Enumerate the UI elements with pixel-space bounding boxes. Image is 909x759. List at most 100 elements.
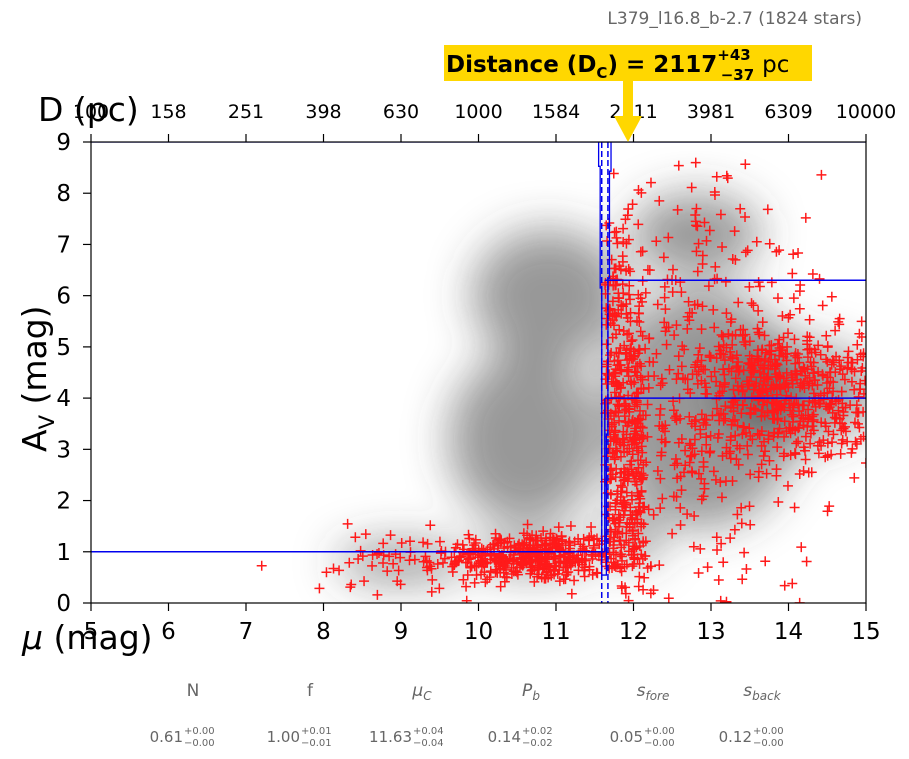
star-marker — [709, 322, 720, 333]
star-marker — [709, 189, 720, 200]
star-marker — [495, 581, 506, 592]
star-marker — [395, 552, 406, 563]
star-marker — [554, 576, 565, 587]
star-marker — [490, 528, 501, 539]
star-marker — [664, 364, 675, 375]
star-marker — [698, 461, 709, 472]
star-marker — [721, 308, 732, 319]
star-marker — [686, 466, 697, 477]
star-marker — [744, 423, 755, 434]
star-marker — [633, 219, 644, 230]
star-marker — [615, 439, 626, 450]
star-marker — [608, 168, 619, 179]
star-marker — [826, 291, 837, 302]
star-marker — [610, 559, 621, 570]
star-marker — [744, 336, 755, 347]
star-marker — [640, 343, 651, 354]
star-marker — [774, 423, 785, 434]
param-name: sfore — [637, 681, 670, 703]
star-marker — [438, 557, 449, 568]
star-marker — [756, 440, 767, 451]
star-marker — [772, 371, 783, 382]
star-marker — [624, 404, 635, 415]
star-marker — [727, 353, 738, 364]
star-marker — [852, 339, 863, 350]
star-marker — [722, 173, 733, 184]
star-marker — [660, 304, 671, 315]
star-marker — [826, 449, 837, 460]
star-marker — [783, 312, 794, 323]
star-marker — [612, 528, 623, 539]
param-value: 0.12 — [719, 728, 752, 746]
distance-posterior-histogram — [597, 142, 612, 576]
star-marker — [558, 562, 569, 573]
star-marker — [736, 408, 747, 419]
star-marker — [710, 261, 721, 272]
star-marker — [393, 565, 404, 576]
star-marker — [618, 463, 629, 474]
star-marker — [713, 575, 724, 586]
star-marker — [838, 407, 849, 418]
y-tick-label: 6 — [56, 284, 71, 310]
star-marker — [741, 563, 752, 574]
star-marker — [846, 447, 857, 458]
top-tick-label: 158 — [150, 101, 186, 123]
star-marker — [830, 325, 841, 336]
star-marker — [624, 354, 635, 365]
star-marker — [602, 236, 613, 247]
star-marker — [783, 328, 794, 339]
star-marker — [667, 287, 678, 298]
star-marker — [537, 539, 548, 550]
star-marker — [729, 524, 740, 535]
star-marker — [617, 482, 628, 493]
y-tick-label: 7 — [56, 232, 71, 258]
star-marker — [623, 289, 634, 300]
star-marker — [725, 533, 736, 544]
star-marker — [755, 372, 766, 383]
star-marker — [704, 225, 715, 236]
star-marker — [727, 416, 738, 427]
star-marker — [716, 538, 727, 549]
star-marker — [719, 355, 730, 366]
star-marker — [733, 356, 744, 367]
star-marker — [655, 503, 666, 514]
star-marker — [656, 373, 667, 384]
star-marker — [663, 232, 674, 243]
star-marker — [754, 281, 765, 292]
star-marker — [746, 298, 757, 309]
star-marker — [786, 409, 797, 420]
top-tick-label: 630 — [383, 101, 419, 123]
star-marker — [837, 434, 848, 445]
star-marker — [639, 502, 650, 513]
star-marker — [810, 347, 821, 358]
param-err-minus: −0.01 — [301, 738, 332, 749]
star-marker — [744, 501, 755, 512]
star-marker — [787, 578, 798, 589]
star-marker — [636, 430, 647, 441]
star-marker — [618, 426, 629, 437]
star-marker — [825, 376, 836, 387]
top-tick-label: 1000 — [454, 101, 502, 123]
star-marker — [631, 508, 642, 519]
star-marker — [422, 538, 433, 549]
star-marker — [720, 401, 731, 412]
star-marker — [800, 454, 811, 465]
star-marker — [812, 380, 823, 391]
star-marker — [765, 384, 776, 395]
star-marker — [754, 366, 765, 377]
star-marker — [825, 367, 836, 378]
star-marker — [739, 547, 750, 558]
star-marker — [785, 428, 796, 439]
star-marker — [639, 550, 650, 561]
star-marker — [814, 273, 825, 284]
star-marker — [602, 451, 613, 462]
star-marker — [404, 555, 415, 566]
star-marker — [767, 405, 778, 416]
star-marker — [803, 467, 814, 478]
x-tick-label: 10 — [464, 619, 493, 645]
star-marker — [637, 331, 648, 342]
star-marker — [701, 235, 712, 246]
star-marker — [345, 582, 356, 593]
star-marker — [725, 352, 736, 363]
star-marker — [774, 400, 785, 411]
